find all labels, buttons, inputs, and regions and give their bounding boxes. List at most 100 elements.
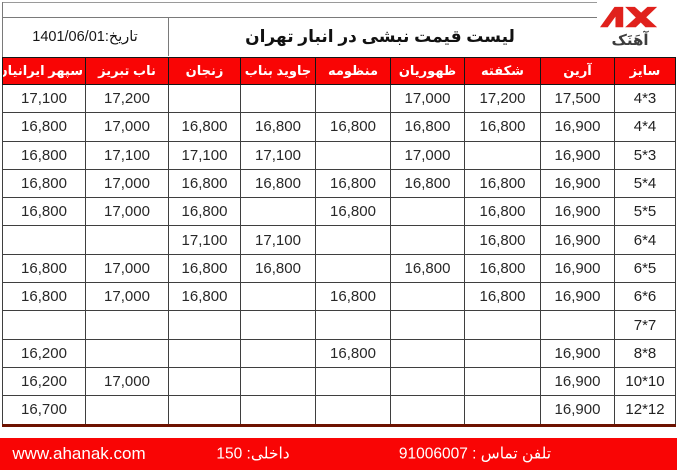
price-cell bbox=[240, 395, 316, 426]
price-cell: 16,900 bbox=[540, 282, 615, 312]
size-cell: 7*7 bbox=[614, 310, 676, 340]
size-cell: 6*6 bbox=[614, 282, 676, 312]
price-cell: 16,800 bbox=[240, 253, 316, 284]
price-cell: 17,000 bbox=[85, 282, 169, 312]
column-header-4: منظومه bbox=[315, 57, 391, 85]
price-cell: 17,200 bbox=[464, 83, 541, 114]
price-cell: 17,100 bbox=[240, 225, 316, 255]
footer-bar: www.ahanak.com داخلی: 150 تلفن تماس : 91… bbox=[0, 438, 677, 470]
price-cell bbox=[464, 366, 541, 397]
price-cell bbox=[85, 225, 169, 255]
size-cell: 4*4 bbox=[614, 112, 676, 142]
price-cell: 17,000 bbox=[390, 140, 465, 170]
column-header-7: ناب تبریز bbox=[85, 57, 169, 85]
price-cell: 17,500 bbox=[540, 83, 615, 114]
price-cell bbox=[168, 366, 241, 397]
price-cell: 17,000 bbox=[85, 366, 169, 397]
price-cell bbox=[85, 395, 169, 426]
ahanak-logo-icon bbox=[599, 6, 658, 28]
table-row: 5*5 16,900 16,800 16,800 16,800 17,000 16,800 bbox=[2, 197, 676, 227]
price-cell: 16,800 bbox=[168, 168, 241, 199]
price-cell: 16,800 bbox=[464, 225, 541, 255]
price-cell bbox=[464, 140, 541, 170]
price-cell: 17,100 bbox=[168, 140, 241, 170]
price-cell: 16,800 bbox=[315, 197, 391, 227]
page-title: لیست قیمت نبشی در انبار تهران bbox=[245, 27, 515, 46]
sheet-header: تاریخ:1401/06/01 لیست قیمت نبشی در انبار… bbox=[0, 0, 677, 57]
header-divider-line bbox=[2, 17, 597, 18]
price-cell: 16,200 bbox=[2, 338, 86, 368]
column-header-6: زنجان bbox=[168, 57, 241, 85]
price-cell bbox=[540, 310, 615, 340]
price-cell: 16,900 bbox=[540, 225, 615, 255]
price-cell bbox=[390, 197, 465, 227]
price-cell: 16,800 bbox=[464, 168, 541, 199]
price-cell: 16,900 bbox=[540, 338, 615, 368]
table-row: 5*3 16,900 17,000 17,100 17,100 17,100 16,800 bbox=[2, 140, 676, 170]
ahanak-logo: آهَنَک bbox=[594, 3, 666, 56]
price-cell bbox=[315, 83, 391, 114]
price-cell: 16,800 bbox=[464, 282, 541, 312]
price-cell bbox=[390, 338, 465, 368]
price-cell: 16,800 bbox=[2, 112, 86, 142]
price-cell: 16,800 bbox=[464, 112, 541, 142]
price-cell: 16,900 bbox=[540, 366, 615, 397]
size-cell: 12*12 bbox=[614, 395, 676, 426]
price-cell bbox=[2, 225, 86, 255]
table-row: 6*4 16,900 16,800 17,100 17,100 bbox=[2, 225, 676, 255]
price-cell: 16,800 bbox=[464, 197, 541, 227]
price-cell: 16,900 bbox=[540, 168, 615, 199]
price-cell: 17,200 bbox=[85, 83, 169, 114]
price-cell bbox=[240, 197, 316, 227]
price-cell: 17,100 bbox=[240, 140, 316, 170]
price-cell bbox=[315, 310, 391, 340]
size-cell: 8*8 bbox=[614, 338, 676, 368]
price-cell bbox=[240, 366, 316, 397]
table-row: 6*5 16,900 16,800 16,800 16,800 16,800 17,000 1… bbox=[2, 253, 676, 284]
table-body: 4*3 17,500 17,200 17,000 17,200 17,100 4*4 16,9… bbox=[2, 83, 676, 426]
table-row: 10*10 16,900 17,000 16,200 bbox=[2, 366, 676, 397]
logo-wordmark: آهَنَک bbox=[611, 32, 649, 49]
price-cell: 16,800 bbox=[390, 253, 465, 284]
column-header-3: ظهوریان bbox=[390, 57, 465, 85]
price-cell: 16,800 bbox=[2, 168, 86, 199]
price-cell bbox=[390, 395, 465, 426]
price-cell: 16,800 bbox=[315, 338, 391, 368]
price-cell: 16,800 bbox=[2, 197, 86, 227]
price-cell: 16,800 bbox=[464, 253, 541, 284]
price-cell: 16,800 bbox=[240, 168, 316, 199]
size-cell: 5*5 bbox=[614, 197, 676, 227]
price-cell: 16,800 bbox=[168, 253, 241, 284]
price-cell bbox=[85, 338, 169, 368]
price-cell: 17,000 bbox=[390, 83, 465, 114]
footer-website[interactable]: www.ahanak.com bbox=[12, 444, 146, 463]
price-cell: 17,100 bbox=[168, 225, 241, 255]
price-cell: 16,900 bbox=[540, 197, 615, 227]
price-cell: 17,100 bbox=[2, 83, 86, 114]
size-cell: 5*4 bbox=[614, 168, 676, 199]
price-cell: 16,800 bbox=[315, 112, 391, 142]
price-cell bbox=[315, 253, 391, 284]
column-header-0: سایز bbox=[614, 57, 676, 85]
price-cell: 16,800 bbox=[315, 168, 391, 199]
date-label: تاریخ:1401/06/01 bbox=[2, 18, 169, 56]
table-row: 4*3 17,500 17,200 17,000 17,200 17,100 bbox=[2, 83, 676, 114]
price-cell: 17,100 bbox=[85, 140, 169, 170]
table-row: 8*8 16,900 16,800 16,200 bbox=[2, 338, 676, 368]
price-cell bbox=[464, 395, 541, 426]
price-cell bbox=[390, 310, 465, 340]
table-row: 7*7 bbox=[2, 310, 676, 340]
price-cell: 16,700 bbox=[2, 395, 86, 426]
price-cell bbox=[464, 338, 541, 368]
column-header-8: سپهر ایرانیان bbox=[2, 57, 86, 85]
table-header-row: سایز آرین شکفته ظهوریان منظومه جاوید بناب زنجا… bbox=[2, 57, 676, 85]
price-cell bbox=[390, 282, 465, 312]
price-cell: 16,800 bbox=[2, 253, 86, 284]
size-cell: 6*4 bbox=[614, 225, 676, 255]
price-cell bbox=[168, 310, 241, 340]
price-cell: 16,800 bbox=[390, 168, 465, 199]
price-cell: 16,800 bbox=[2, 140, 86, 170]
price-cell: 17,000 bbox=[85, 197, 169, 227]
price-cell bbox=[315, 225, 391, 255]
